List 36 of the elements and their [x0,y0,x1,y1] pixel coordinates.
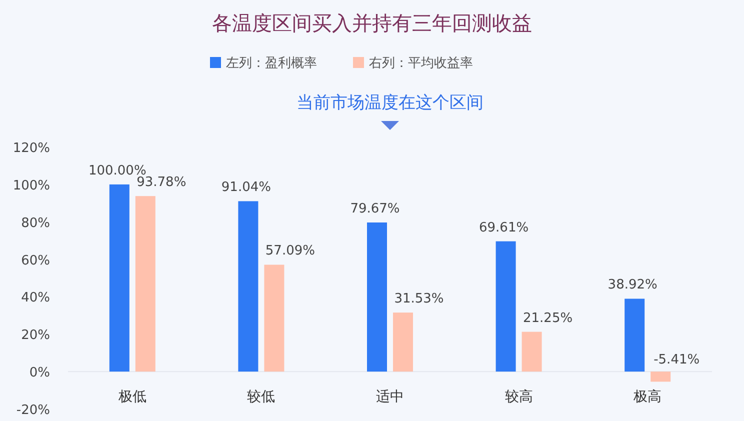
y-tick-label: 0% [29,366,50,381]
y-tick-label: 100% [12,178,50,194]
text: 当前市场温度在这个区间 [296,93,484,113]
y-tick-label: 80% [21,216,50,231]
bar [135,196,156,372]
bar [109,184,130,372]
legend-label: 左列：盈利概率 [226,55,317,71]
bar [393,312,413,372]
bar [264,264,284,372]
x-tick-label: 较高 [504,389,533,405]
bar [496,241,516,372]
y-tick-label: 60% [21,253,50,268]
data-label: 69.61% [479,220,529,236]
y-tick-label: 120% [12,141,50,156]
data-label: 93.78% [136,175,186,190]
data-label: 31.53% [394,292,444,307]
bar [238,201,258,372]
y-tick-label: 40% [21,290,50,306]
x-tick-label: 适中 [376,389,404,405]
data-label: -5.41% [654,352,700,368]
data-label: 79.67% [350,201,400,216]
data-label: 91.04% [221,180,271,196]
bar [522,332,542,372]
legend-label: 右列：平均收益率 [369,55,473,71]
y-tick-label: -20% [16,403,50,418]
bar [624,298,645,372]
chart-title: 各温度区间买入并持有三年回测收益 [212,11,532,35]
x-tick-label: 极低 [117,389,146,405]
data-label: 21.25% [523,310,573,326]
bar [367,222,387,372]
data-label: 57.09% [265,244,315,259]
x-tick-label: 较低 [247,389,276,405]
data-label: 38.92% [608,278,658,293]
bar [650,372,671,382]
x-tick-label: 极高 [632,389,662,405]
y-tick-label: 20% [21,328,50,344]
